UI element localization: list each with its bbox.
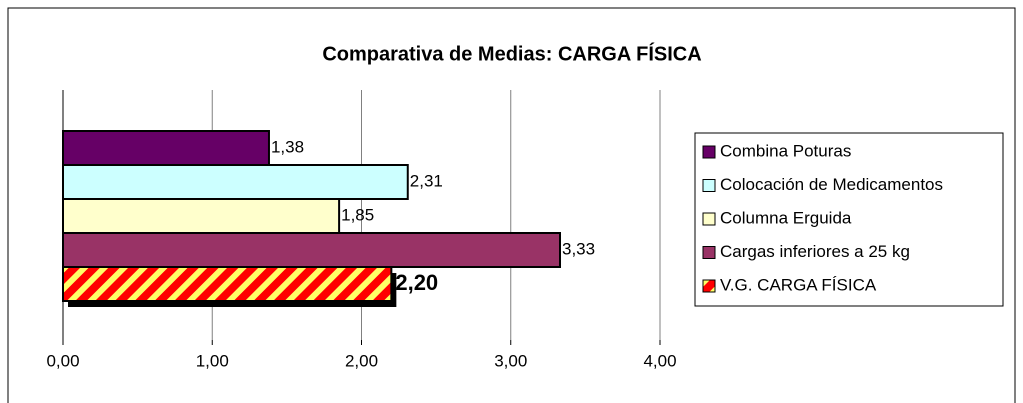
data-label: 2,31 — [410, 171, 443, 190]
bar — [62, 164, 409, 200]
x-tick-label: 0,00 — [46, 351, 79, 370]
legend-swatch — [702, 212, 716, 226]
bar — [62, 232, 562, 268]
x-tick-label: 3,00 — [494, 351, 527, 370]
chart-title: Comparativa de Medias: CARGA FÍSICA — [322, 42, 701, 65]
legend-label: Combina Poturas — [720, 141, 851, 160]
x-tick-label: 4,00 — [643, 351, 676, 370]
legend-swatch — [702, 179, 716, 192]
bar — [62, 266, 393, 302]
data-label: 1,85 — [341, 205, 374, 224]
bar — [62, 198, 341, 234]
legend-label: Cargas inferiores a 25 kg — [720, 242, 910, 261]
legend-label: V.G. CARGA FÍSICA — [720, 275, 877, 294]
data-label: 3,33 — [562, 239, 595, 258]
chart-border — [7, 7, 1016, 403]
legend-swatch — [702, 145, 716, 159]
legend-swatch — [702, 246, 716, 259]
bar — [62, 130, 270, 166]
legend-box — [694, 132, 1004, 307]
legend-label: Columna Erguida — [720, 208, 852, 227]
data-label: 2,20 — [395, 270, 438, 295]
legend-label: Colocación de Medicamentos — [720, 175, 943, 194]
x-tick-label: 2,00 — [345, 351, 378, 370]
data-label: 1,38 — [271, 137, 304, 156]
x-tick-label: 1,00 — [196, 351, 229, 370]
legend-swatch — [702, 279, 716, 293]
